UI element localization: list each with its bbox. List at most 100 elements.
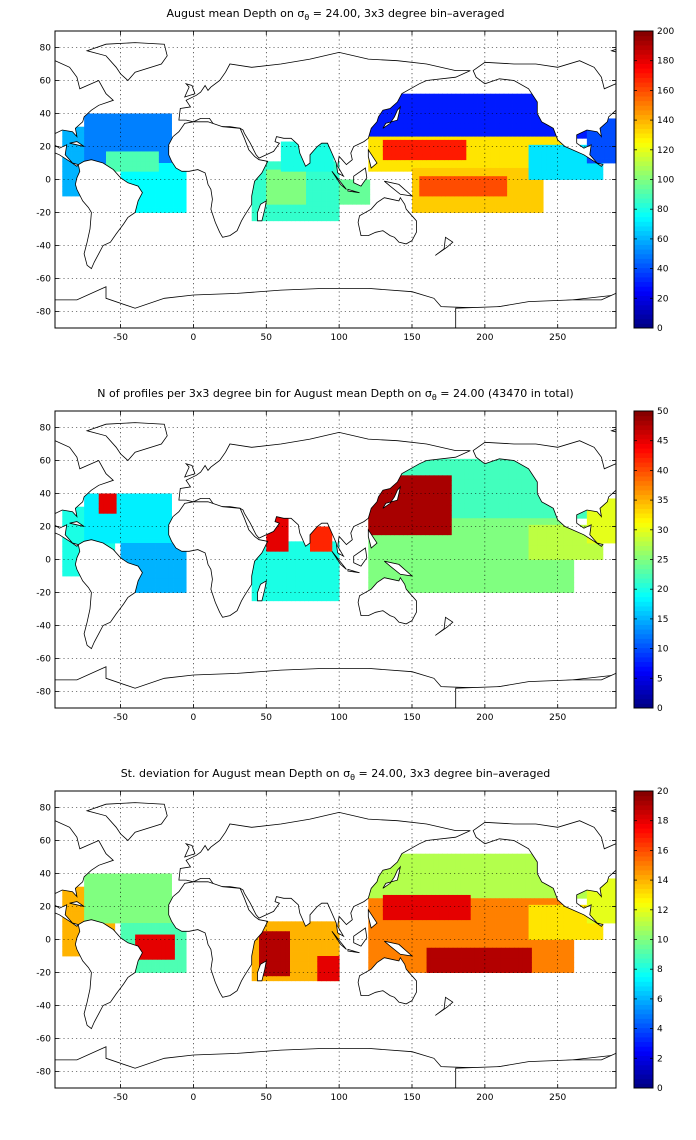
heatmap-cell bbox=[550, 144, 556, 151]
heatmap-cell bbox=[304, 181, 309, 187]
heatmap-cell bbox=[530, 513, 535, 519]
heatmap-cell bbox=[164, 187, 170, 194]
heatmap-cell bbox=[541, 159, 547, 166]
heatmap-cell bbox=[164, 167, 170, 174]
heatmap-cell bbox=[559, 144, 564, 151]
heatmap-cell bbox=[521, 572, 527, 579]
heatmap-cell bbox=[407, 480, 413, 486]
heatmap-cell bbox=[451, 113, 457, 119]
heatmap-cell bbox=[167, 518, 172, 524]
heatmap-cell bbox=[407, 538, 413, 544]
heatmap-cell bbox=[282, 580, 288, 587]
heatmap-cell bbox=[451, 128, 457, 134]
heatmap-cell bbox=[473, 483, 478, 489]
heatmap-cell bbox=[123, 151, 129, 157]
heatmap-cell bbox=[429, 500, 435, 506]
heatmap-cell bbox=[477, 133, 483, 139]
heatmap-cell bbox=[473, 547, 478, 554]
heatmap-cell bbox=[390, 572, 395, 579]
heatmap-cell bbox=[155, 197, 161, 203]
heatmap-cell bbox=[142, 202, 148, 208]
heatmap-cell bbox=[416, 543, 422, 549]
heatmap-cell bbox=[412, 524, 417, 531]
heatmap-cell bbox=[387, 144, 392, 151]
heatmap-cell bbox=[71, 516, 76, 522]
heatmap-cell bbox=[420, 567, 426, 574]
heatmap-cell bbox=[426, 154, 432, 161]
heatmap-cell bbox=[451, 197, 457, 203]
heatmap-cell bbox=[168, 577, 174, 583]
heatmap-cell bbox=[403, 123, 409, 129]
heatmap-cell bbox=[567, 534, 573, 541]
heatmap-cell bbox=[101, 518, 107, 524]
heatmap-cell bbox=[92, 138, 98, 144]
heatmap-cell bbox=[385, 567, 391, 574]
heatmap-cell bbox=[556, 141, 562, 147]
heatmap-cell bbox=[425, 514, 430, 521]
heatmap-cell bbox=[530, 577, 535, 583]
heatmap-cell bbox=[460, 528, 465, 534]
heatmap-cell bbox=[129, 543, 135, 549]
heatmap-cell bbox=[512, 543, 518, 549]
heatmap-cell bbox=[283, 521, 289, 527]
heatmap-cell bbox=[521, 463, 527, 470]
heatmap-cell bbox=[162, 533, 168, 539]
heatmap-cell bbox=[138, 177, 143, 184]
heatmap-cell bbox=[550, 154, 556, 161]
heatmap-cell bbox=[567, 549, 573, 555]
heatmap-cell bbox=[455, 523, 461, 529]
heatmap-cell bbox=[140, 128, 146, 134]
heatmap-cell bbox=[416, 519, 422, 526]
heatmap-cell bbox=[145, 148, 151, 154]
heatmap-cell bbox=[395, 149, 401, 156]
heatmap-cell bbox=[385, 524, 391, 531]
heatmap-cell bbox=[495, 118, 500, 124]
heatmap-cell bbox=[521, 133, 527, 139]
heatmap-cell bbox=[301, 184, 307, 190]
coastline bbox=[610, 48, 616, 53]
heatmap-cell bbox=[460, 103, 465, 109]
heatmap-cell bbox=[425, 167, 430, 174]
heatmap-cell bbox=[381, 500, 387, 506]
heatmap-cell bbox=[534, 182, 540, 189]
heatmap-cell bbox=[503, 128, 509, 134]
heatmap-cell bbox=[291, 210, 296, 217]
heatmap-cell bbox=[433, 577, 439, 583]
heatmap-cell bbox=[132, 118, 137, 124]
heatmap-cell bbox=[425, 552, 430, 559]
heatmap-cell bbox=[537, 149, 543, 156]
heatmap-cell bbox=[181, 207, 187, 213]
heatmap-cell bbox=[419, 186, 425, 192]
heatmap-cell bbox=[464, 552, 470, 559]
heatmap-cell bbox=[451, 108, 457, 114]
coastline bbox=[384, 560, 414, 577]
heatmap-cell bbox=[416, 538, 422, 544]
heatmap-cell bbox=[75, 151, 81, 157]
heatmap-cell bbox=[486, 118, 492, 124]
heatmap-cell bbox=[433, 495, 439, 501]
heatmap-cell bbox=[451, 123, 457, 129]
heatmap-cell bbox=[260, 176, 266, 182]
heatmap-cell bbox=[256, 205, 261, 212]
heatmap-cell bbox=[499, 577, 505, 583]
heatmap-cell bbox=[525, 473, 531, 480]
heatmap-cell bbox=[503, 538, 509, 544]
heatmap-cell bbox=[508, 136, 513, 142]
heatmap-cell bbox=[416, 495, 422, 501]
heatmap-cell bbox=[412, 505, 417, 511]
heatmap-cell bbox=[407, 161, 413, 167]
heatmap-cell bbox=[516, 128, 522, 134]
heatmap-cell bbox=[468, 528, 474, 534]
heatmap-cell bbox=[66, 531, 72, 537]
heatmap-cell bbox=[569, 577, 575, 583]
heatmap-cell bbox=[477, 538, 483, 544]
heatmap-cell bbox=[398, 495, 404, 501]
heatmap-cell bbox=[585, 169, 591, 175]
heatmap-cell bbox=[301, 179, 307, 185]
heatmap-cell bbox=[149, 143, 155, 149]
heatmap-cell bbox=[264, 166, 270, 172]
heatmap-cell bbox=[516, 488, 522, 494]
heatmap-cell bbox=[460, 533, 465, 539]
heatmap-cell bbox=[158, 113, 164, 119]
heatmap-cell bbox=[377, 514, 382, 521]
